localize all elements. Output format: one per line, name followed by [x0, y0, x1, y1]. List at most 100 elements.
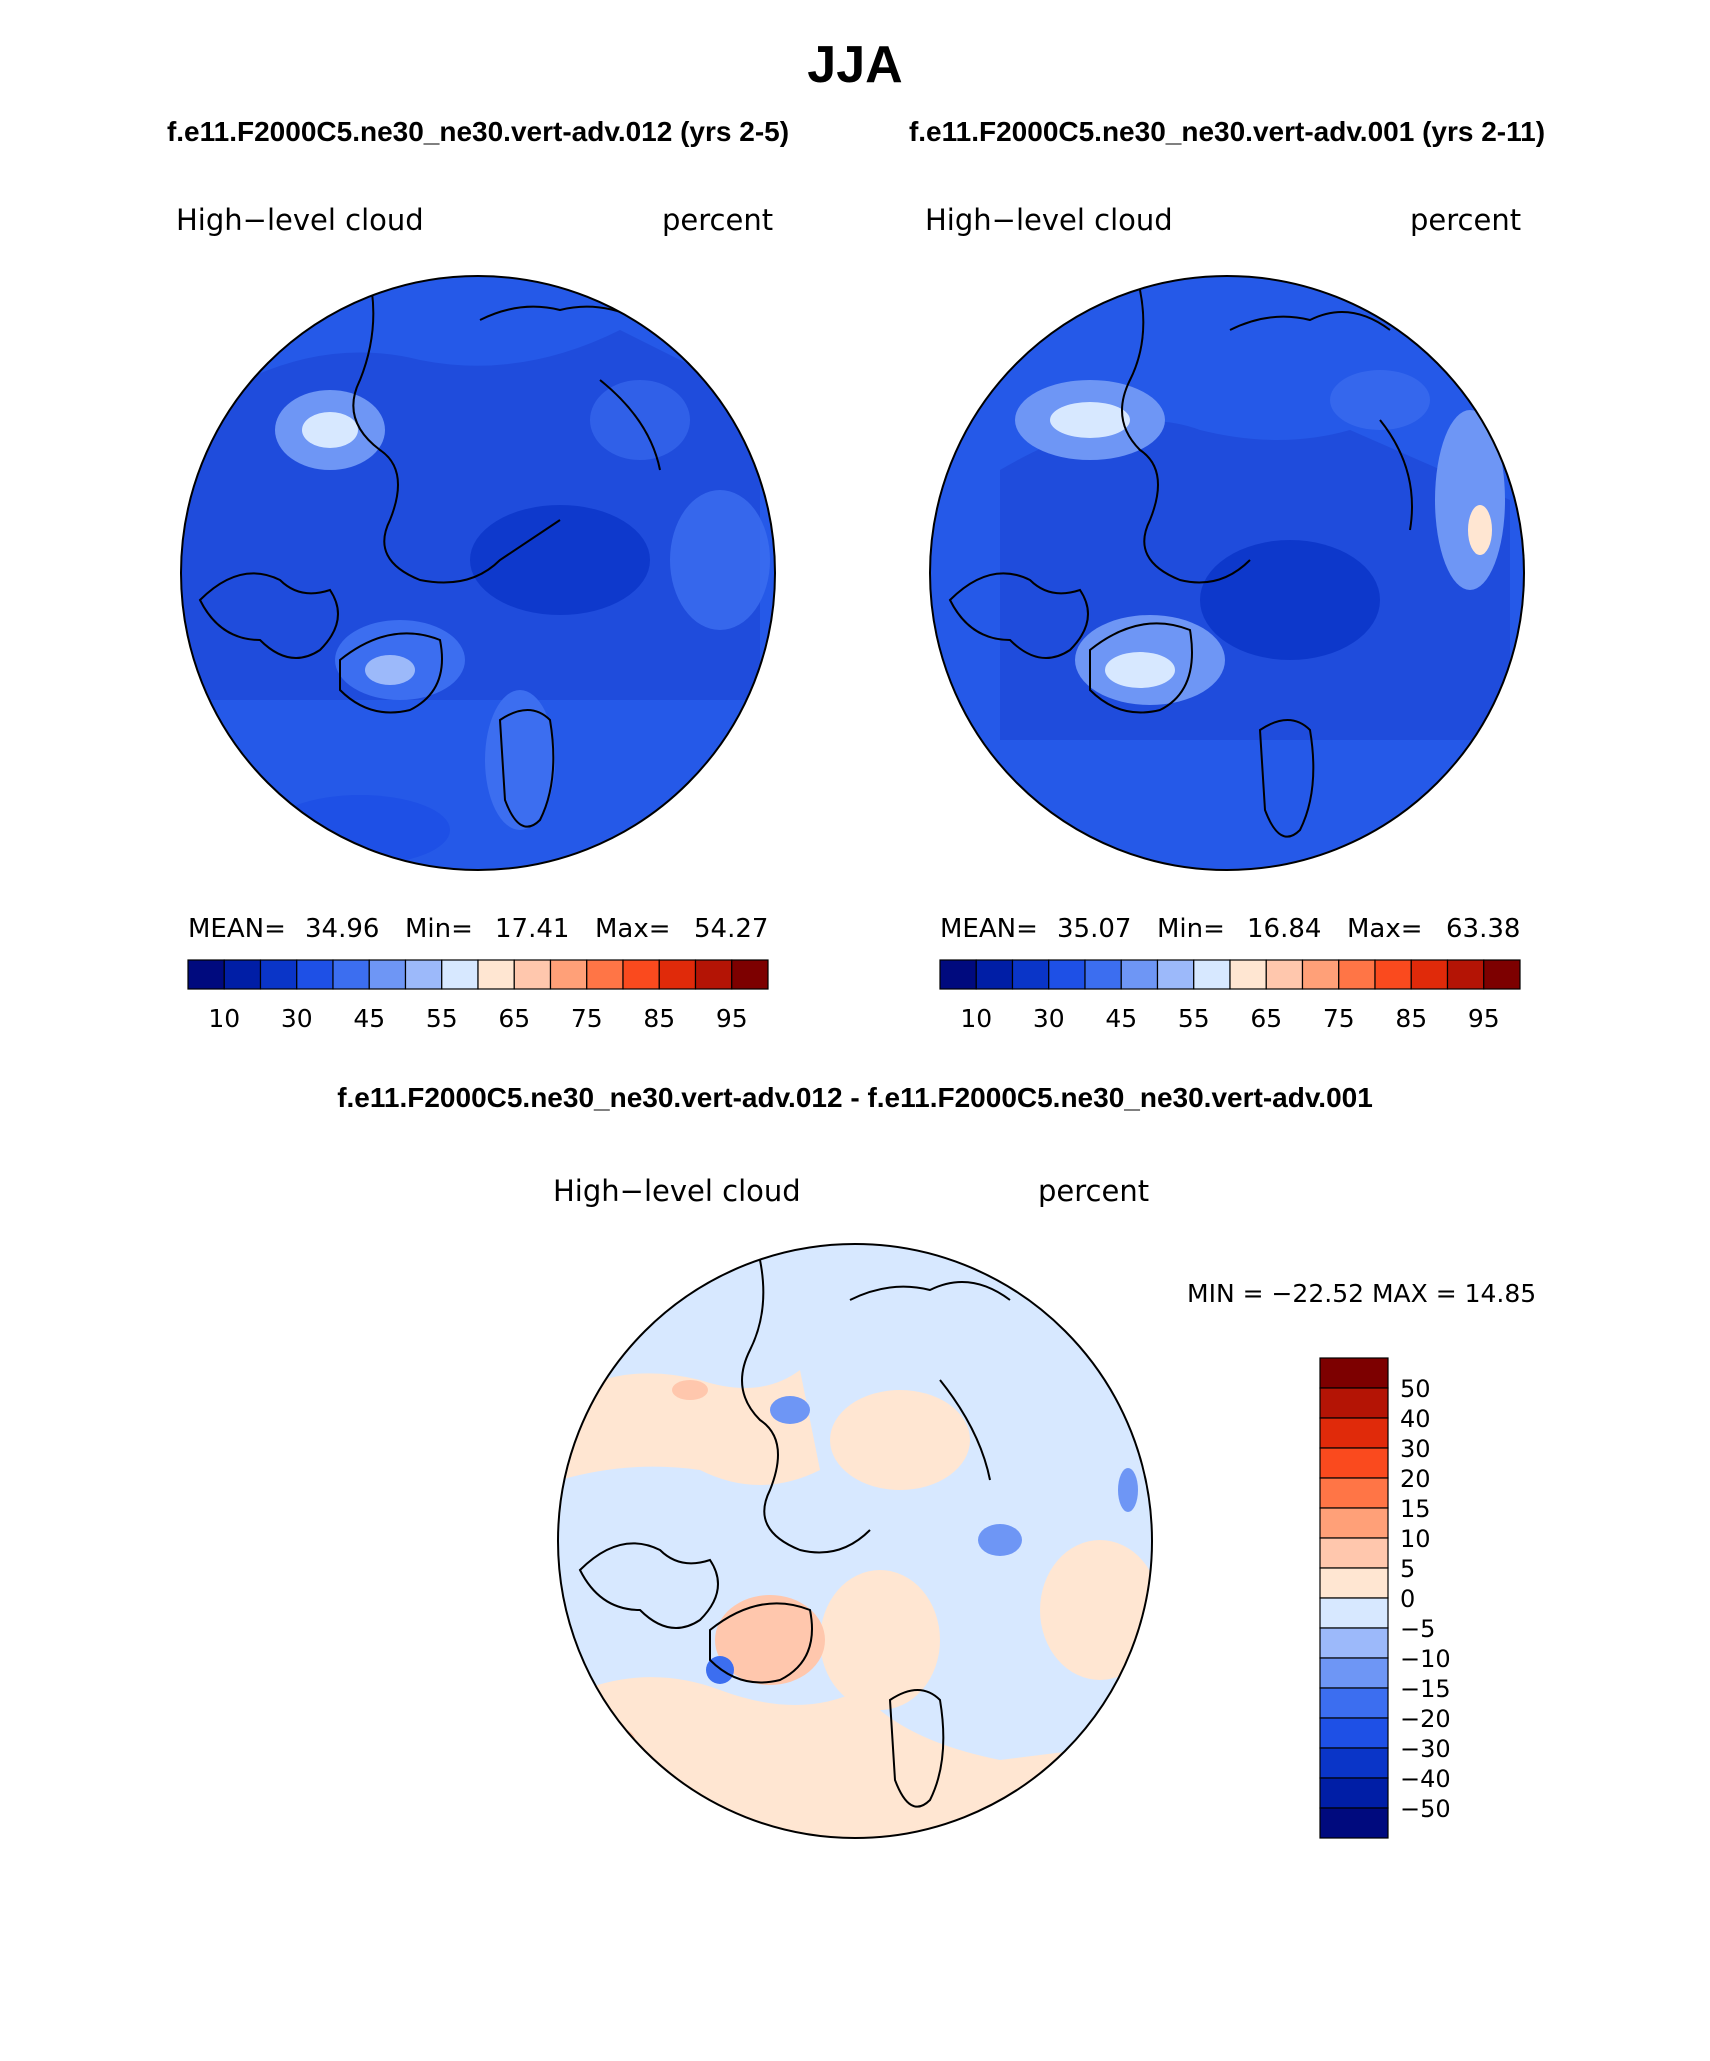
right-max-label: Max=: [1347, 914, 1423, 944]
right-coastlines: [948, 289, 1413, 838]
left-mean-label: MEAN=: [188, 914, 286, 944]
left-max-label: Max=: [595, 914, 671, 944]
diff-colorbar-swatch-14: [1319, 1777, 1389, 1809]
right-mean-value: 35.07: [1057, 914, 1131, 944]
left-colorbar-swatch-3: [296, 959, 334, 990]
left-units-label: percent: [662, 203, 773, 237]
right-case-title: f.e11.F2000C5.ne30_ne30.vert-adv.001 (yr…: [909, 116, 1545, 147]
diff-colorbar-tick-label: 15: [1400, 1495, 1431, 1523]
right-map-border: [929, 275, 1525, 871]
diff-minmax-label: MIN = −22.52 MAX = 14.85: [1187, 1279, 1536, 1308]
left-colorbar-swatch-15: [731, 959, 769, 990]
left-cloud-contours: [181, 330, 770, 865]
left-colorbar-tick-label: 65: [498, 1004, 530, 1033]
right-colorbar-tick-label: 30: [1033, 1004, 1065, 1033]
right-colorbar-swatch-14: [1446, 959, 1485, 990]
diff-colorbar-tick-label: −30: [1400, 1735, 1451, 1763]
right-colorbar-tick-label: 55: [1178, 1004, 1210, 1033]
left-colorbar-swatch-13: [658, 959, 697, 990]
difference-title: f.e11.F2000C5.ne30_ne30.vert-adv.012 - f…: [337, 1082, 1373, 1113]
left-colorbar: 10 30 45 55 65 75 85 95: [187, 959, 769, 1033]
diff-colorbar-swatch-4: [1319, 1477, 1389, 1509]
diff-colorbar-swatch-13: [1319, 1747, 1389, 1779]
diff-colorbar-tick-label: 20: [1400, 1465, 1431, 1493]
left-map-border: [180, 275, 776, 871]
left-colorbar-swatch-9: [513, 959, 552, 990]
left-colorbar-swatch-7: [441, 959, 479, 990]
right-colorbar-swatch-2: [1011, 959, 1050, 990]
right-min-label: Min=: [1157, 914, 1225, 944]
left-colorbar-swatch-2: [259, 959, 298, 990]
right-colorbar-swatch-8: [1229, 959, 1267, 990]
right-colorbar: 10 30 45 55 65 75 85 95: [939, 959, 1521, 1033]
left-colorbar-swatch-10: [549, 959, 588, 990]
right-colorbar-tick-label: 85: [1395, 1004, 1427, 1033]
right-colorbar-swatch-0: [939, 959, 977, 990]
right-units-label: percent: [1410, 203, 1521, 237]
difference-polar-map: [557, 1243, 1153, 1839]
diff-variable-label: High−level cloud: [553, 1174, 801, 1208]
diff-colorbar-swatch-0: [1319, 1357, 1389, 1389]
left-colorbar-tick-label: 30: [281, 1004, 313, 1033]
right-polar-map: [929, 275, 1525, 871]
diff-colorbar-swatch-9: [1319, 1627, 1389, 1659]
left-polar-map: [180, 275, 776, 871]
diff-units-label: percent: [1038, 1174, 1149, 1208]
right-max-value: 63.38: [1446, 914, 1520, 944]
left-colorbar-swatch-14: [694, 959, 733, 990]
right-min-value: 16.84: [1247, 914, 1321, 944]
right-colorbar-swatch-4: [1084, 959, 1122, 990]
diff-colorbar-tick-label: 40: [1400, 1405, 1431, 1433]
left-colorbar-swatch-4: [332, 959, 370, 990]
diff-colorbar-swatch-7: [1319, 1567, 1389, 1599]
left-colorbar-tick-label: 85: [643, 1004, 675, 1033]
right-colorbar-tick-label: 75: [1323, 1004, 1355, 1033]
left-colorbar-tick-label: 45: [353, 1004, 385, 1033]
diff-map-border: [557, 1243, 1153, 1839]
left-stats: MEAN= 34.96 Min= 17.41 Max= 54.27: [188, 914, 768, 944]
left-case-title: f.e11.F2000C5.ne30_ne30.vert-adv.012 (yr…: [167, 116, 789, 147]
right-colorbar-swatch-10: [1301, 959, 1340, 990]
diff-colorbar-swatch-3: [1319, 1447, 1389, 1479]
diff-colorbar-swatch-2: [1319, 1417, 1389, 1449]
right-variable-label: High−level cloud: [925, 203, 1173, 237]
diff-colorbar-swatch-8: [1319, 1597, 1389, 1629]
right-colorbar-tick-label: 45: [1105, 1004, 1137, 1033]
left-colorbar-tick-label: 75: [571, 1004, 603, 1033]
right-colorbar-swatch-3: [1048, 959, 1086, 990]
left-min-value: 17.41: [495, 914, 569, 944]
right-colorbar-swatch-11: [1338, 959, 1376, 990]
right-colorbar-tick-label: 10: [960, 1004, 992, 1033]
diff-colorbar-tick-label: 0: [1400, 1585, 1415, 1613]
left-colorbar-tick-label: 10: [208, 1004, 240, 1033]
diff-colorbar-tick-label: 30: [1400, 1435, 1431, 1463]
left-colorbar-swatch-11: [586, 959, 624, 990]
diff-colorbar-tick-label: −5: [1400, 1615, 1435, 1643]
right-colorbar-swatch-1: [975, 959, 1014, 990]
right-colorbar-swatch-6: [1156, 959, 1195, 990]
left-colorbar-swatch-0: [187, 959, 225, 990]
season-title: JJA: [807, 36, 902, 94]
left-colorbar-tick-label: 95: [716, 1004, 748, 1033]
diff-colorbar-tick-label: −15: [1400, 1675, 1451, 1703]
diff-colorbar-tick-label: −20: [1400, 1705, 1451, 1733]
right-colorbar-swatch-15: [1483, 959, 1521, 990]
diff-coastlines: [578, 1259, 1011, 1808]
left-colorbar-swatch-12: [622, 959, 660, 990]
diff-colorbar-swatch-10: [1319, 1657, 1389, 1689]
right-mean-label: MEAN=: [940, 914, 1038, 944]
left-colorbar-swatch-6: [404, 959, 443, 990]
right-cloud-contours: [1000, 370, 1510, 740]
left-mean-value: 34.96: [305, 914, 379, 944]
right-colorbar-swatch-7: [1193, 959, 1231, 990]
diff-colorbar-tick-label: −50: [1400, 1795, 1451, 1823]
diff-colorbar-swatch-5: [1319, 1507, 1389, 1539]
right-colorbar-swatch-9: [1265, 959, 1304, 990]
right-colorbar-swatch-5: [1120, 959, 1159, 990]
diff-colorbar-tick-label: −10: [1400, 1645, 1451, 1673]
left-variable-label: High−level cloud: [176, 203, 424, 237]
left-min-label: Min=: [405, 914, 473, 944]
diff-colorbar-swatch-1: [1319, 1387, 1389, 1419]
left-colorbar-swatch-8: [477, 959, 515, 990]
